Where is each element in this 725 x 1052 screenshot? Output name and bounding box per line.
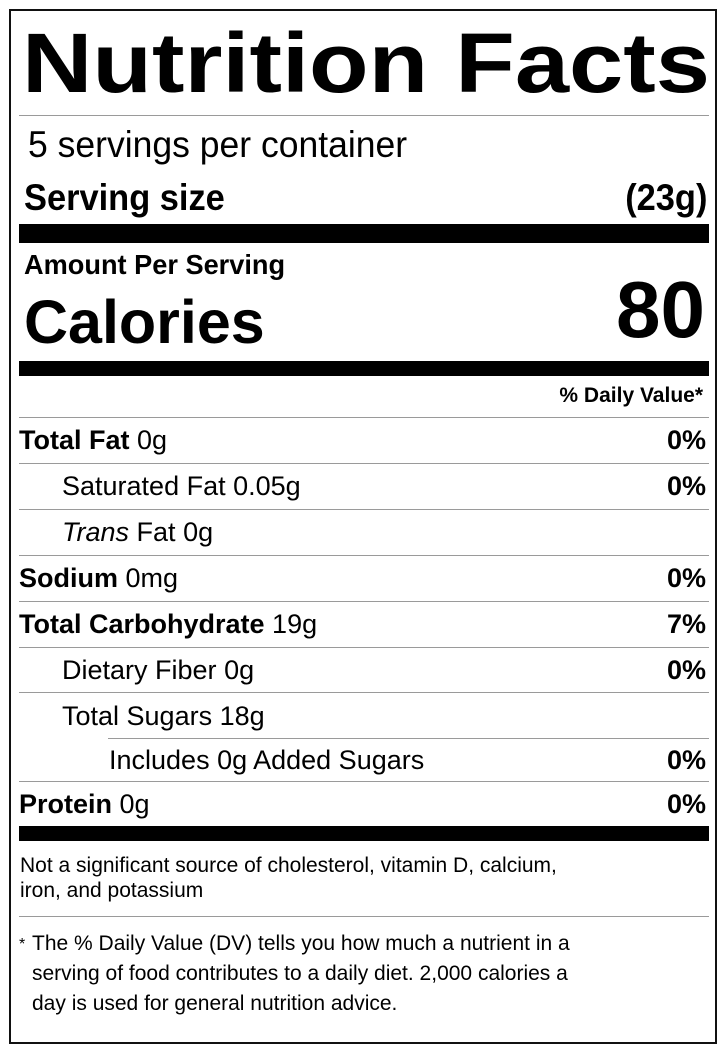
nutrient-name: Includes 0g Added Sugars bbox=[109, 745, 425, 775]
nutrient-amount: 0g bbox=[183, 517, 214, 547]
nutrient-amount: 0g bbox=[224, 655, 255, 685]
nutrient-amount: 18g bbox=[219, 701, 265, 731]
nutrient-amount: 0g bbox=[119, 789, 150, 819]
divider bbox=[108, 738, 709, 739]
nutrient-row-protein: Protein 0g 0% bbox=[19, 791, 706, 818]
nutrient-name: Sodium bbox=[19, 563, 118, 593]
nutrient-dv: 0% bbox=[666, 563, 706, 593]
servings-per-container: 5 servings per container bbox=[28, 124, 408, 165]
thick-divider bbox=[19, 224, 709, 243]
daily-value-header: % Daily Value* bbox=[559, 384, 703, 407]
nutrient-name: Total Carbohydrate bbox=[19, 609, 265, 639]
calories-label: Calories bbox=[24, 288, 265, 356]
amount-per-serving: Amount Per Serving bbox=[24, 249, 286, 280]
nutrient-row-dietary-fiber: Dietary Fiber 0g 0% bbox=[19, 657, 706, 684]
nutrient-row-added-sugars: Includes 0g Added Sugars 0% bbox=[19, 747, 706, 774]
nutrient-amount: 0g bbox=[137, 425, 168, 455]
nutrient-name: Total Fat bbox=[19, 425, 130, 455]
not-significant-line-2: iron, and potassium bbox=[20, 879, 204, 902]
footnote-line-1: The % Daily Value (DV) tells you how muc… bbox=[32, 932, 570, 955]
divider bbox=[19, 509, 709, 510]
not-significant-line-1: Not a significant source of cholesterol,… bbox=[20, 854, 557, 877]
serving-size-value: (23g) bbox=[624, 177, 707, 218]
title-text: Nutrition Facts bbox=[22, 16, 710, 110]
nutrient-name: Protein bbox=[19, 789, 113, 819]
nutrient-name: Dietary Fiber bbox=[62, 655, 217, 685]
nutrient-name: Total Sugars bbox=[62, 701, 213, 731]
divider bbox=[19, 601, 709, 602]
footnote-line-2: serving of food contributes to a daily d… bbox=[32, 962, 568, 985]
nutrient-name-suffix: Fat bbox=[136, 517, 176, 547]
nutrient-amount: 0mg bbox=[125, 563, 179, 593]
nutrient-dv: 0% bbox=[666, 425, 706, 455]
divider bbox=[19, 692, 709, 693]
nutrient-row-sodium: Sodium 0mg 0% bbox=[19, 565, 706, 592]
divider bbox=[19, 463, 709, 464]
nutrient-dv: 0% bbox=[666, 745, 706, 775]
nutrient-row-trans-fat: Trans Fat 0g bbox=[19, 519, 706, 546]
nutrient-amount: 0.05g bbox=[233, 471, 301, 501]
divider bbox=[19, 916, 709, 917]
divider bbox=[19, 647, 709, 648]
nutrient-dv: 0% bbox=[666, 471, 706, 501]
divider bbox=[19, 115, 709, 116]
divider bbox=[19, 555, 709, 556]
nutrient-dv: 0% bbox=[666, 655, 706, 685]
nutrient-amount: 19g bbox=[272, 609, 318, 639]
nutrient-row-total-fat: Total Fat 0g 0% bbox=[19, 427, 706, 454]
medium-divider bbox=[19, 361, 709, 376]
medium-divider bbox=[19, 826, 709, 841]
nutrient-dv: 0% bbox=[666, 789, 706, 819]
serving-size-label: Serving size bbox=[24, 177, 225, 218]
nutrient-row-saturated-fat: Saturated Fat 0.05g 0% bbox=[19, 473, 706, 500]
title: Nutrition Facts bbox=[22, 16, 710, 110]
footnote-line-3: day is used for general nutrition advice… bbox=[32, 992, 398, 1015]
label-border bbox=[9, 9, 717, 1044]
divider bbox=[19, 781, 709, 782]
nutrient-dv: 7% bbox=[666, 609, 706, 639]
nutrient-name: Trans bbox=[62, 517, 130, 547]
divider bbox=[19, 417, 709, 418]
nutrient-row-total-sugars: Total Sugars 18g bbox=[19, 703, 706, 730]
nutrient-row-total-carbohydrate: Total Carbohydrate 19g 7% bbox=[19, 611, 706, 638]
calories-value: 80 bbox=[616, 265, 705, 354]
nutrient-name: Saturated Fat bbox=[62, 471, 226, 501]
footnote-marker: * bbox=[19, 936, 26, 953]
